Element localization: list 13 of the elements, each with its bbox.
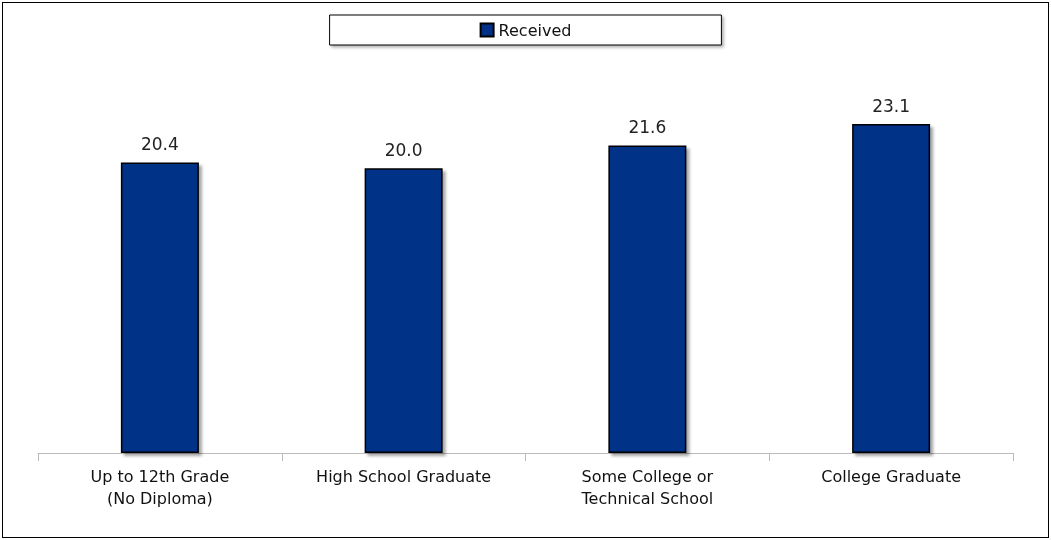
x-tick-label: High School Graduate <box>316 466 492 486</box>
bar <box>120 162 199 453</box>
legend-label: Received <box>498 20 572 40</box>
data-label: 20.4 <box>140 134 179 154</box>
bar <box>364 168 443 453</box>
x-tick-label: College Graduate <box>821 466 962 486</box>
bar <box>852 124 931 453</box>
x-tick-label: Up to 12th Grade (No Diploma) <box>90 466 230 508</box>
x-tick-label: Some College or Technical School <box>580 466 714 508</box>
data-label: 21.6 <box>628 116 667 137</box>
data-label: 20.0 <box>384 139 423 160</box>
bar <box>608 145 687 453</box>
data-label: 23.1 <box>872 95 911 116</box>
